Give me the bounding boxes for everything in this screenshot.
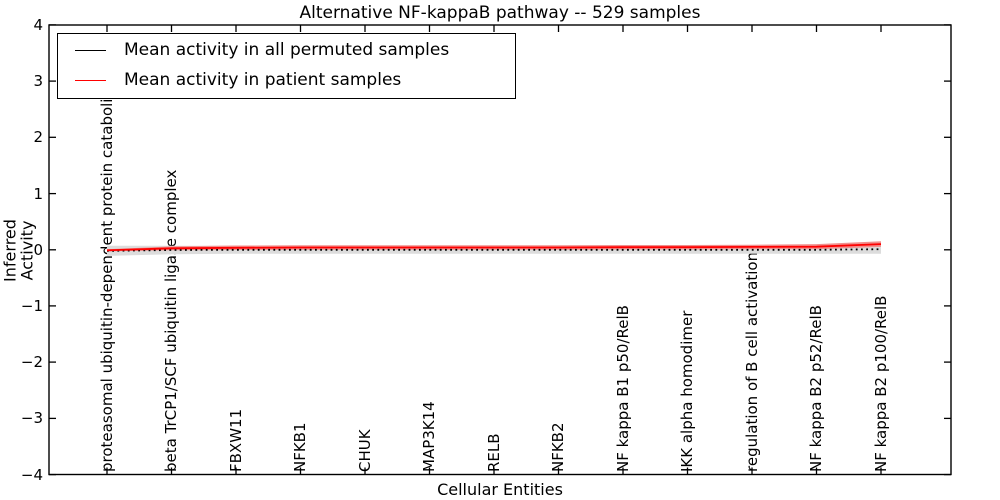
y-tick-label: 1 xyxy=(33,185,43,203)
y-tick-label: 4 xyxy=(33,16,43,34)
black-line-sample-icon xyxy=(75,49,106,51)
legend-entry-permuted: Mean activity in all permuted samples xyxy=(58,35,515,65)
y-tick-label: −3 xyxy=(20,409,43,427)
patient-std-band xyxy=(107,241,881,252)
chart-title: Alternative NF-kappaB pathway -- 529 sam… xyxy=(299,3,701,23)
y-tick-label: −4 xyxy=(20,466,43,484)
legend-entry-patient: Mean activity in patient samples xyxy=(58,65,515,95)
legend-label: Mean activity in patient samples xyxy=(124,70,402,90)
legend: Mean activity in all permuted samples Me… xyxy=(57,33,516,99)
legend-label: Mean activity in all permuted samples xyxy=(124,40,450,60)
y-tick-label: 2 xyxy=(33,128,43,146)
y-tick-label: 0 xyxy=(33,241,43,259)
y-tick-label: −1 xyxy=(20,297,43,315)
x-axis-title: Cellular Entities xyxy=(437,480,563,499)
patient-mean-line xyxy=(106,243,882,252)
permuted-mean-line xyxy=(106,248,882,252)
red-line-sample-icon xyxy=(75,79,106,81)
y-tick-label: 3 xyxy=(33,72,43,90)
y-tick-label: −2 xyxy=(20,353,43,371)
